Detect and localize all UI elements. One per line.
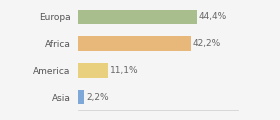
Bar <box>78 36 191 51</box>
Text: 2,2%: 2,2% <box>87 93 109 102</box>
Text: 44,4%: 44,4% <box>199 12 227 21</box>
Bar <box>78 10 197 24</box>
Text: 42,2%: 42,2% <box>193 39 221 48</box>
Bar <box>78 90 84 104</box>
Text: 11,1%: 11,1% <box>110 66 139 75</box>
Bar <box>78 63 108 78</box>
